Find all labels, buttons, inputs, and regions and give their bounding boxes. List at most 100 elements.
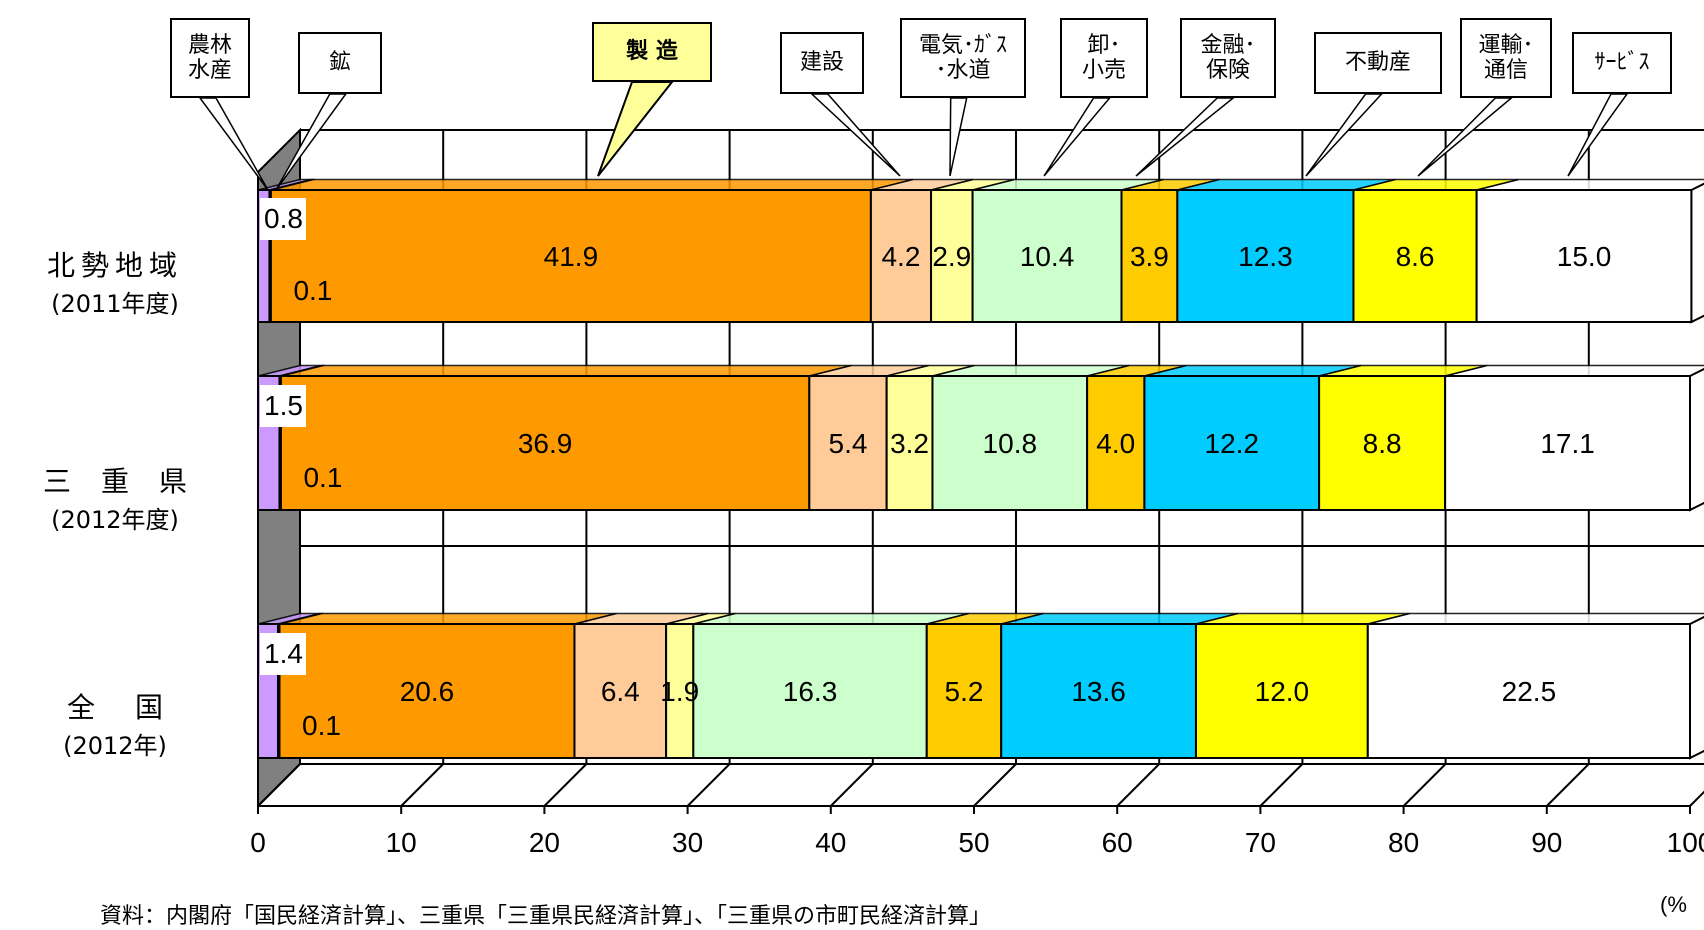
- value-label: 13.6: [1071, 676, 1126, 707]
- value-label: 4.0: [1096, 428, 1135, 459]
- bar-segment: [1120, 189, 1179, 323]
- bar-segment: [1000, 623, 1197, 759]
- floor-gridline: [1546, 763, 1590, 807]
- bar-segment: [925, 623, 1003, 759]
- callout-pointer: [198, 97, 269, 191]
- bar-segment-top: [280, 364, 852, 377]
- value-label: 1.5: [264, 390, 303, 421]
- callout-label: 卸･ 小売: [1060, 18, 1148, 98]
- callout-pointer: [1305, 93, 1384, 177]
- callout-label: 鉱: [298, 32, 382, 94]
- value-label: 0.1: [302, 710, 341, 741]
- value-label-bg: [260, 198, 306, 240]
- value-label: 0.1: [293, 275, 332, 306]
- callout-pointer: [949, 97, 968, 177]
- bar-row: 1.5 0.1 36.9 5.4 3.2 10.8 4.0 12.2 8.8 17.1: [257, 364, 1704, 512]
- value-label: 17.1: [1540, 428, 1595, 459]
- bar-segment: [1444, 375, 1692, 511]
- value-label: 8.6: [1396, 241, 1435, 272]
- row-label-year: (2011年度): [51, 290, 179, 318]
- value-label: 16.3: [783, 676, 838, 707]
- floor-gridline: [830, 763, 874, 807]
- row-label-name: 北勢地域: [46, 249, 183, 282]
- value-label-bg: [260, 633, 306, 675]
- chart-bars: 0.8 0.1 41.9 4.2 2.9 10.4 3.9 12.3 8.6 15.0 1.5 0.1…: [257, 178, 1704, 760]
- value-label: 5.4: [829, 428, 868, 459]
- bar-end-face: [1689, 367, 1704, 512]
- row-label-hokusei: 北勢地域 (2011年度): [10, 244, 220, 319]
- bar-segment: [971, 189, 1123, 323]
- bar-segment-top: [270, 178, 914, 191]
- floor-gridline: [1402, 763, 1447, 807]
- row-label-national: 全国 (2012年): [10, 686, 220, 761]
- x-tick-label: 70: [1245, 827, 1276, 858]
- value-label: 12.0: [1255, 676, 1310, 707]
- bar-segment: [1194, 623, 1369, 759]
- value-label: 12.3: [1238, 241, 1293, 272]
- bar-segment: [1352, 189, 1478, 323]
- value-label: 10.4: [1020, 241, 1075, 272]
- x-tick-label: 0: [250, 827, 266, 858]
- value-label: 1.9: [660, 676, 699, 707]
- bar-segment: [1143, 375, 1321, 511]
- row-label-year: (2012年): [63, 732, 167, 760]
- value-label: 3.2: [890, 428, 929, 459]
- callout-label: 建設: [780, 32, 864, 94]
- row-label-name: 三重県: [42, 465, 217, 498]
- value-label: 4.2: [881, 241, 920, 272]
- callout-label: 運輸･ 通信: [1460, 18, 1552, 98]
- callout-pointer: [275, 93, 348, 191]
- callout-leaders: [198, 81, 1629, 191]
- bar-segment: [279, 375, 811, 511]
- bar-segment-top: [693, 612, 969, 625]
- value-label: 2.9: [932, 241, 971, 272]
- x-tick-label: 60: [1102, 827, 1133, 858]
- value-label: 22.5: [1502, 676, 1557, 707]
- row-label-mie: 三重県 (2012年度): [10, 460, 220, 535]
- value-label: 36.9: [518, 428, 573, 459]
- callout-label: 金融･ 保険: [1180, 18, 1276, 98]
- bar-segment-top: [1444, 364, 1704, 377]
- x-tick-label: 100: [1667, 827, 1704, 858]
- callout-label: 製 造: [592, 22, 712, 82]
- floor-gridline: [1689, 790, 1704, 807]
- unit-label: (%: [1660, 892, 1687, 917]
- bar-segment: [1366, 623, 1692, 759]
- value-label: 10.8: [983, 428, 1038, 459]
- bar-segment-top: [279, 612, 617, 625]
- value-label: 3.9: [1130, 241, 1169, 272]
- value-label: 41.9: [544, 241, 599, 272]
- callout-label: 電気･ｶﾞｽ ･水道: [900, 18, 1026, 98]
- value-label: 20.6: [400, 676, 455, 707]
- value-label-bg: [260, 385, 306, 427]
- value-label: 0.1: [303, 462, 342, 493]
- bar-segment: [869, 189, 933, 323]
- floor-gridline: [543, 763, 588, 807]
- value-label: 5.2: [945, 676, 984, 707]
- callout-pointer: [1417, 97, 1514, 177]
- bar-segment-top: [1367, 612, 1704, 625]
- value-label: 0.8: [264, 203, 303, 234]
- bar-segment: [692, 623, 928, 759]
- callout-label: 農林 水産: [170, 18, 250, 98]
- floor-gridline: [686, 763, 731, 807]
- value-label: 6.4: [601, 676, 640, 707]
- callout-label: ｻｰﾋﾞｽ: [1572, 32, 1672, 94]
- floor-gridline: [1116, 763, 1160, 807]
- x-tick-label: 10: [386, 827, 417, 858]
- bar-end-face: [1689, 615, 1704, 760]
- x-tick-label: 90: [1531, 827, 1562, 858]
- floor-gridline: [400, 763, 444, 807]
- callout-pointer: [1567, 93, 1629, 177]
- value-label: 12.2: [1205, 428, 1260, 459]
- value-label: 1.4: [264, 638, 303, 669]
- x-tick-label: 30: [672, 827, 703, 858]
- bar-segment: [665, 623, 695, 759]
- callout-pointer: [1043, 97, 1112, 177]
- callout-pointer: [809, 93, 901, 177]
- source-note: 資料：内閣府「国民経済計算」、三重県「三重県民経済計算」、「三重県の市町民経済計…: [100, 904, 992, 929]
- bar-segment: [1176, 189, 1355, 323]
- bar-segment: [1318, 375, 1447, 511]
- x-tick-label: 80: [1388, 827, 1419, 858]
